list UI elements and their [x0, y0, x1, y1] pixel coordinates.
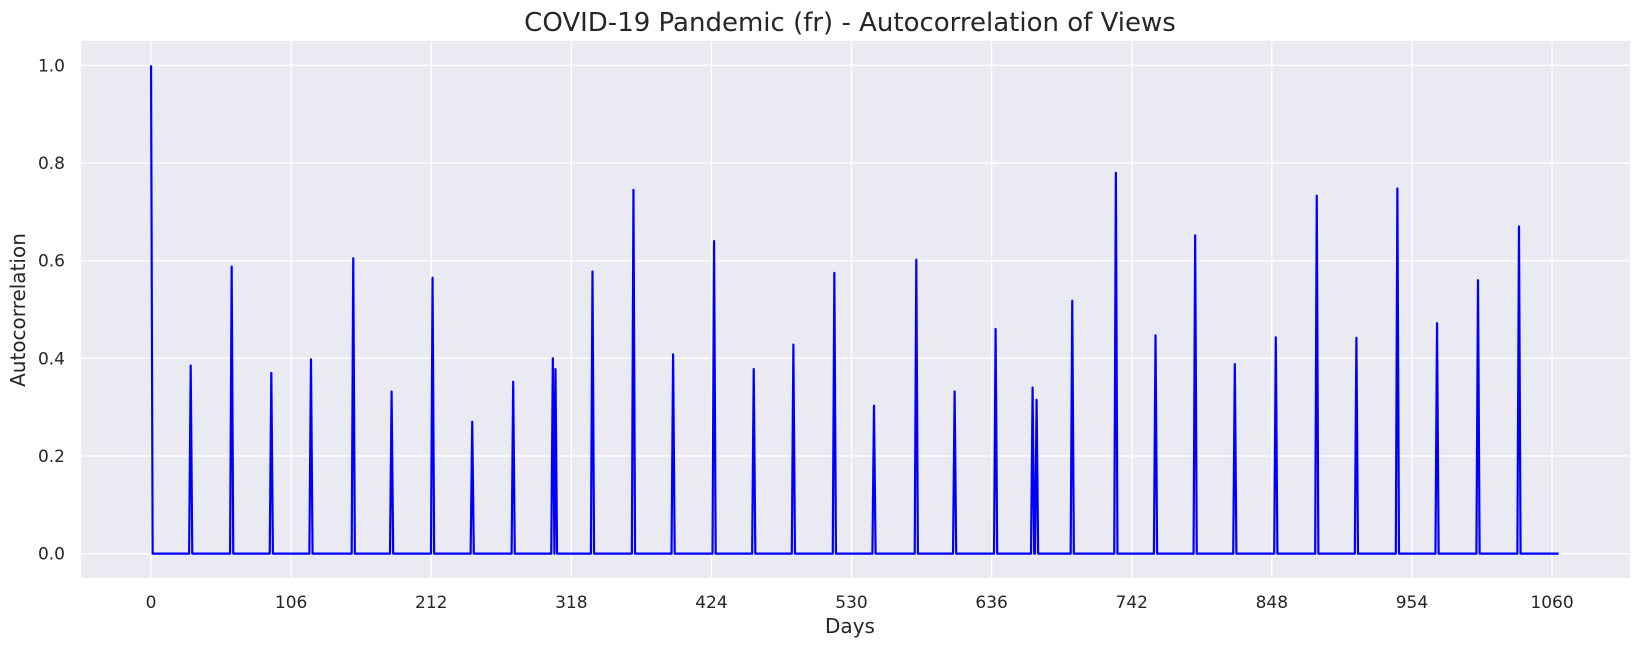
autocorrelation-peak-point: [1395, 186, 1399, 190]
autocorrelation-peak-point: [1031, 386, 1035, 390]
autocorrelation-peak-point: [189, 364, 193, 368]
autocorrelation-peak-point: [1435, 321, 1439, 325]
autocorrelation-peak-point: [1315, 194, 1319, 198]
x-tick-label: 636: [975, 593, 1007, 613]
y-tick-label: 0.6: [38, 252, 65, 272]
y-axis-label: Autocorrelation: [6, 233, 30, 387]
x-tick-label: 530: [835, 593, 867, 613]
autocorrelation-peak-point: [1517, 225, 1521, 229]
autocorrelation-peak-point: [351, 256, 355, 260]
autocorrelation-peak-point: [1070, 299, 1074, 303]
autocorrelation-peak-point: [671, 352, 675, 356]
y-tick-label: 0.8: [38, 154, 65, 174]
y-tick-label: 0.0: [38, 545, 65, 565]
plot-area: [81, 41, 1630, 578]
x-tick-label: 424: [695, 593, 727, 613]
autocorrelation-peak-point: [832, 271, 836, 275]
autocorrelation-peak-point: [470, 420, 474, 424]
x-tick-label: 1060: [1530, 593, 1573, 613]
autocorrelation-peak-point: [590, 269, 594, 273]
autocorrelation-line: [149, 65, 1559, 555]
autocorrelation-peak-point: [149, 63, 153, 67]
y-tick-label: 1.0: [38, 56, 65, 76]
autocorrelation-peak-point: [1154, 333, 1158, 337]
chart-title: COVID-19 Pandemic (fr) - Autocorrelation…: [524, 8, 1176, 38]
autocorrelation-peak-point: [511, 380, 515, 384]
autocorrelation-peak-point: [269, 371, 273, 375]
autocorrelation-peak-point: [553, 367, 557, 371]
x-tick-label: 954: [1396, 593, 1428, 613]
autocorrelation-peak-point: [994, 327, 998, 331]
autocorrelation-peak-point: [1354, 336, 1358, 340]
autocorrelation-peak-point: [1193, 233, 1197, 237]
autocorrelation-peak-point: [1035, 398, 1039, 402]
x-axis-label: Days: [825, 614, 875, 638]
x-tick-label: 106: [275, 593, 307, 613]
y-tick-labels: 0.0 0.2 0.4 0.6 0.8 1.0: [38, 56, 65, 564]
autocorrelation-peak-point: [1233, 362, 1237, 366]
x-tick-label: 742: [1116, 593, 1148, 613]
autocorrelation-peak-point: [914, 258, 918, 262]
autocorrelation-peak-point: [309, 357, 313, 361]
autocorrelation-peak-point: [1274, 335, 1278, 339]
autocorrelation-peak-point: [791, 343, 795, 347]
autocorrelation-peak-point: [631, 188, 635, 192]
x-tick-label: 848: [1256, 593, 1288, 613]
autocorrelation-peak-point: [1476, 278, 1480, 282]
x-tick-label: 318: [555, 593, 587, 613]
x-tick-label: 212: [415, 593, 447, 613]
x-tick-labels: 0 106 212 318 424 530 636 742 848 954 1060: [146, 593, 1574, 613]
y-tick-label: 0.2: [38, 447, 65, 467]
autocorrelation-peak-point: [390, 390, 394, 394]
autocorrelation-peak-point: [431, 276, 435, 280]
autocorrelation-peak-point: [1114, 171, 1118, 175]
autocorrelation-peak-point: [953, 390, 957, 394]
autocorrelation-peak-point: [872, 404, 876, 408]
y-tick-label: 0.4: [38, 349, 65, 369]
data-layer: [149, 63, 1559, 555]
autocorrelation-peak-point: [551, 356, 555, 360]
autocorrelation-peak-point: [712, 239, 716, 243]
autocorrelation-peak-point: [230, 265, 234, 269]
x-tick-label: 0: [146, 593, 157, 613]
autocorrelation-peak-point: [752, 367, 756, 371]
grid-lines: [81, 41, 1630, 578]
